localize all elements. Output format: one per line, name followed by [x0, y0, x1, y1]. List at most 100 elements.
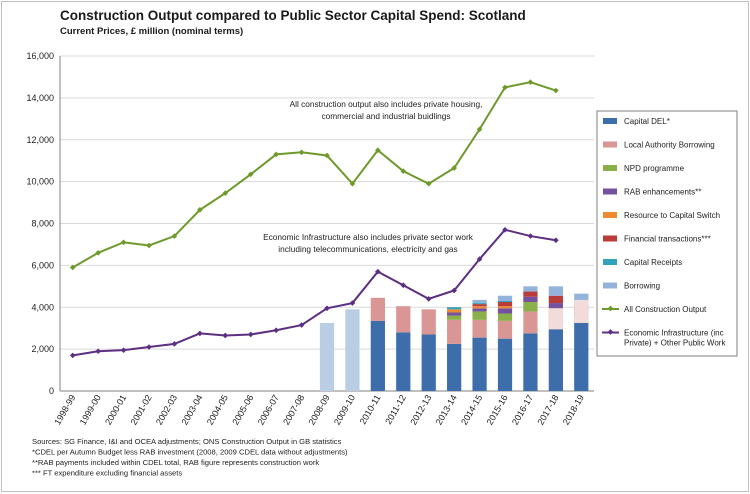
line-point — [120, 347, 127, 354]
bar-rab-enhancements- — [497, 308, 513, 314]
footnote: *CDEL per Autumn Budget less RAB investm… — [32, 448, 348, 457]
bar-npd-programme — [523, 302, 538, 312]
bar-la-borrowing-projected — [548, 308, 563, 330]
bar-borrowing — [574, 293, 589, 305]
bar-rab-enhancements- — [472, 308, 487, 312]
bar-borrowing — [523, 286, 538, 292]
line-point — [425, 180, 432, 187]
y-axis: 0 2,000 4,000 6,000 8,000 10,000 12,000 14,000 1… — [26, 51, 54, 396]
bar-resource-to-capital-switch — [497, 306, 513, 309]
annotation-text: including telecommunications, electricit… — [278, 244, 457, 254]
annotation-text: All construction output also includes pr… — [290, 99, 483, 109]
footnote: *** FT expenditure excluding financial a… — [32, 469, 182, 478]
legend-swatch — [603, 212, 617, 218]
footnotes: Sources: SG Finance, I&I and OCEA adjust… — [32, 437, 348, 478]
line-point — [120, 239, 127, 246]
x-tick-label: 2001-02 — [129, 393, 154, 427]
x-axis: 1998-99 1999-00 2000-01 2001-02 2002-03 2003-… — [52, 393, 586, 427]
bar-local-authority-borrowing — [370, 297, 385, 321]
legend-marker — [607, 305, 614, 312]
bar-financial-transactions- — [548, 295, 563, 304]
bar-borrowing — [497, 295, 513, 301]
bar-capital-receipts — [497, 300, 513, 303]
line-point — [222, 332, 229, 339]
bar-local-authority-borrowing — [523, 311, 538, 334]
line-point — [400, 282, 407, 289]
bar-capital-del- — [472, 337, 487, 391]
chart-title: Construction Output compared to Public S… — [60, 8, 526, 23]
chart-subtitle: Current Prices, £ million (nominal terms… — [60, 26, 243, 37]
y-tick-label: 14,000 — [26, 93, 54, 103]
line-point — [146, 242, 152, 249]
y-tick-label: 4,000 — [31, 302, 54, 312]
line-point — [349, 180, 356, 187]
y-tick-label: 16,000 — [26, 51, 54, 61]
y-tick-label: 8,000 — [31, 219, 54, 229]
x-tick-label: 1999-00 — [78, 393, 103, 427]
line-point — [197, 207, 203, 213]
x-tick-label: 2013-14 — [434, 393, 459, 427]
line-economic-infrastructure — [72, 228, 557, 357]
line-point — [222, 190, 229, 196]
x-tick-label: 2005-06 — [230, 393, 255, 427]
legend-label: RAB enhancements** — [624, 188, 701, 197]
bar-local-authority-borrowing — [421, 309, 436, 335]
bar-local-authority-borrowing — [396, 306, 411, 333]
x-tick-label: 2006-07 — [256, 393, 281, 427]
bars — [319, 286, 589, 391]
legend-swatch — [603, 282, 617, 289]
bar-local-authority-borrowing — [472, 319, 487, 338]
legend-label: Financial transactions*** — [624, 235, 711, 244]
legend-swatch — [603, 235, 617, 242]
x-tick-label: 2015-16 — [485, 393, 510, 427]
legend-box — [596, 110, 738, 357]
bar-npd-programme — [497, 313, 513, 321]
line-point — [451, 165, 457, 171]
bar-capital-del- — [396, 332, 411, 391]
bar-la-borrowing-projected — [574, 299, 589, 323]
line-all-construction-output — [72, 81, 557, 269]
line-point — [69, 352, 76, 359]
bar-local-authority-borrowing — [497, 320, 513, 339]
legend-label: Borrowing — [624, 282, 660, 291]
bar-rab-enhancements- — [447, 312, 462, 316]
bar-borrowing — [472, 299, 487, 304]
line-point — [553, 237, 559, 244]
legend-marker — [607, 329, 614, 335]
x-tick-label: 2010-11 — [358, 393, 383, 426]
legend-swatch — [603, 118, 617, 124]
x-tick-label: 1998-99 — [52, 393, 77, 427]
legend-label: All Construction Output — [624, 305, 707, 314]
line-point — [349, 300, 356, 306]
footnote: Sources: SG Finance, I&I and OCEA adjust… — [32, 437, 342, 446]
legend-label: Resource to Capital Switch — [624, 211, 720, 220]
line-point — [171, 341, 178, 347]
line-point — [273, 151, 279, 158]
line-point — [197, 330, 203, 337]
line-point — [476, 256, 483, 262]
bar-capital-del- — [497, 338, 513, 391]
x-tick-label: 2009-10 — [332, 393, 357, 427]
y-tick-label: 0 — [49, 386, 54, 396]
line-point — [95, 249, 101, 256]
bar-financial-transactions- — [497, 302, 513, 307]
annotation-text: Economic Infrastructure also includes pr… — [263, 232, 474, 242]
line-point — [527, 233, 534, 239]
legend-label: Capital Receipts — [624, 258, 682, 267]
line-point — [375, 268, 381, 275]
line-point — [171, 233, 178, 239]
bar-capital-del- — [574, 322, 589, 391]
lines — [69, 79, 559, 359]
bar-local-authority-borrowing — [447, 319, 462, 344]
bar-financial-transactions- — [523, 291, 538, 297]
x-tick-label: 2004-05 — [205, 393, 230, 427]
bar-capital-del- — [447, 343, 462, 391]
bar-capital-receipts — [472, 303, 487, 305]
x-tick-label: 2016-17 — [510, 393, 535, 427]
bar-resource-to-capital-switch — [472, 306, 487, 309]
line-point — [476, 126, 483, 133]
line-point — [451, 287, 457, 294]
y-tick-label: 6,000 — [31, 260, 54, 270]
